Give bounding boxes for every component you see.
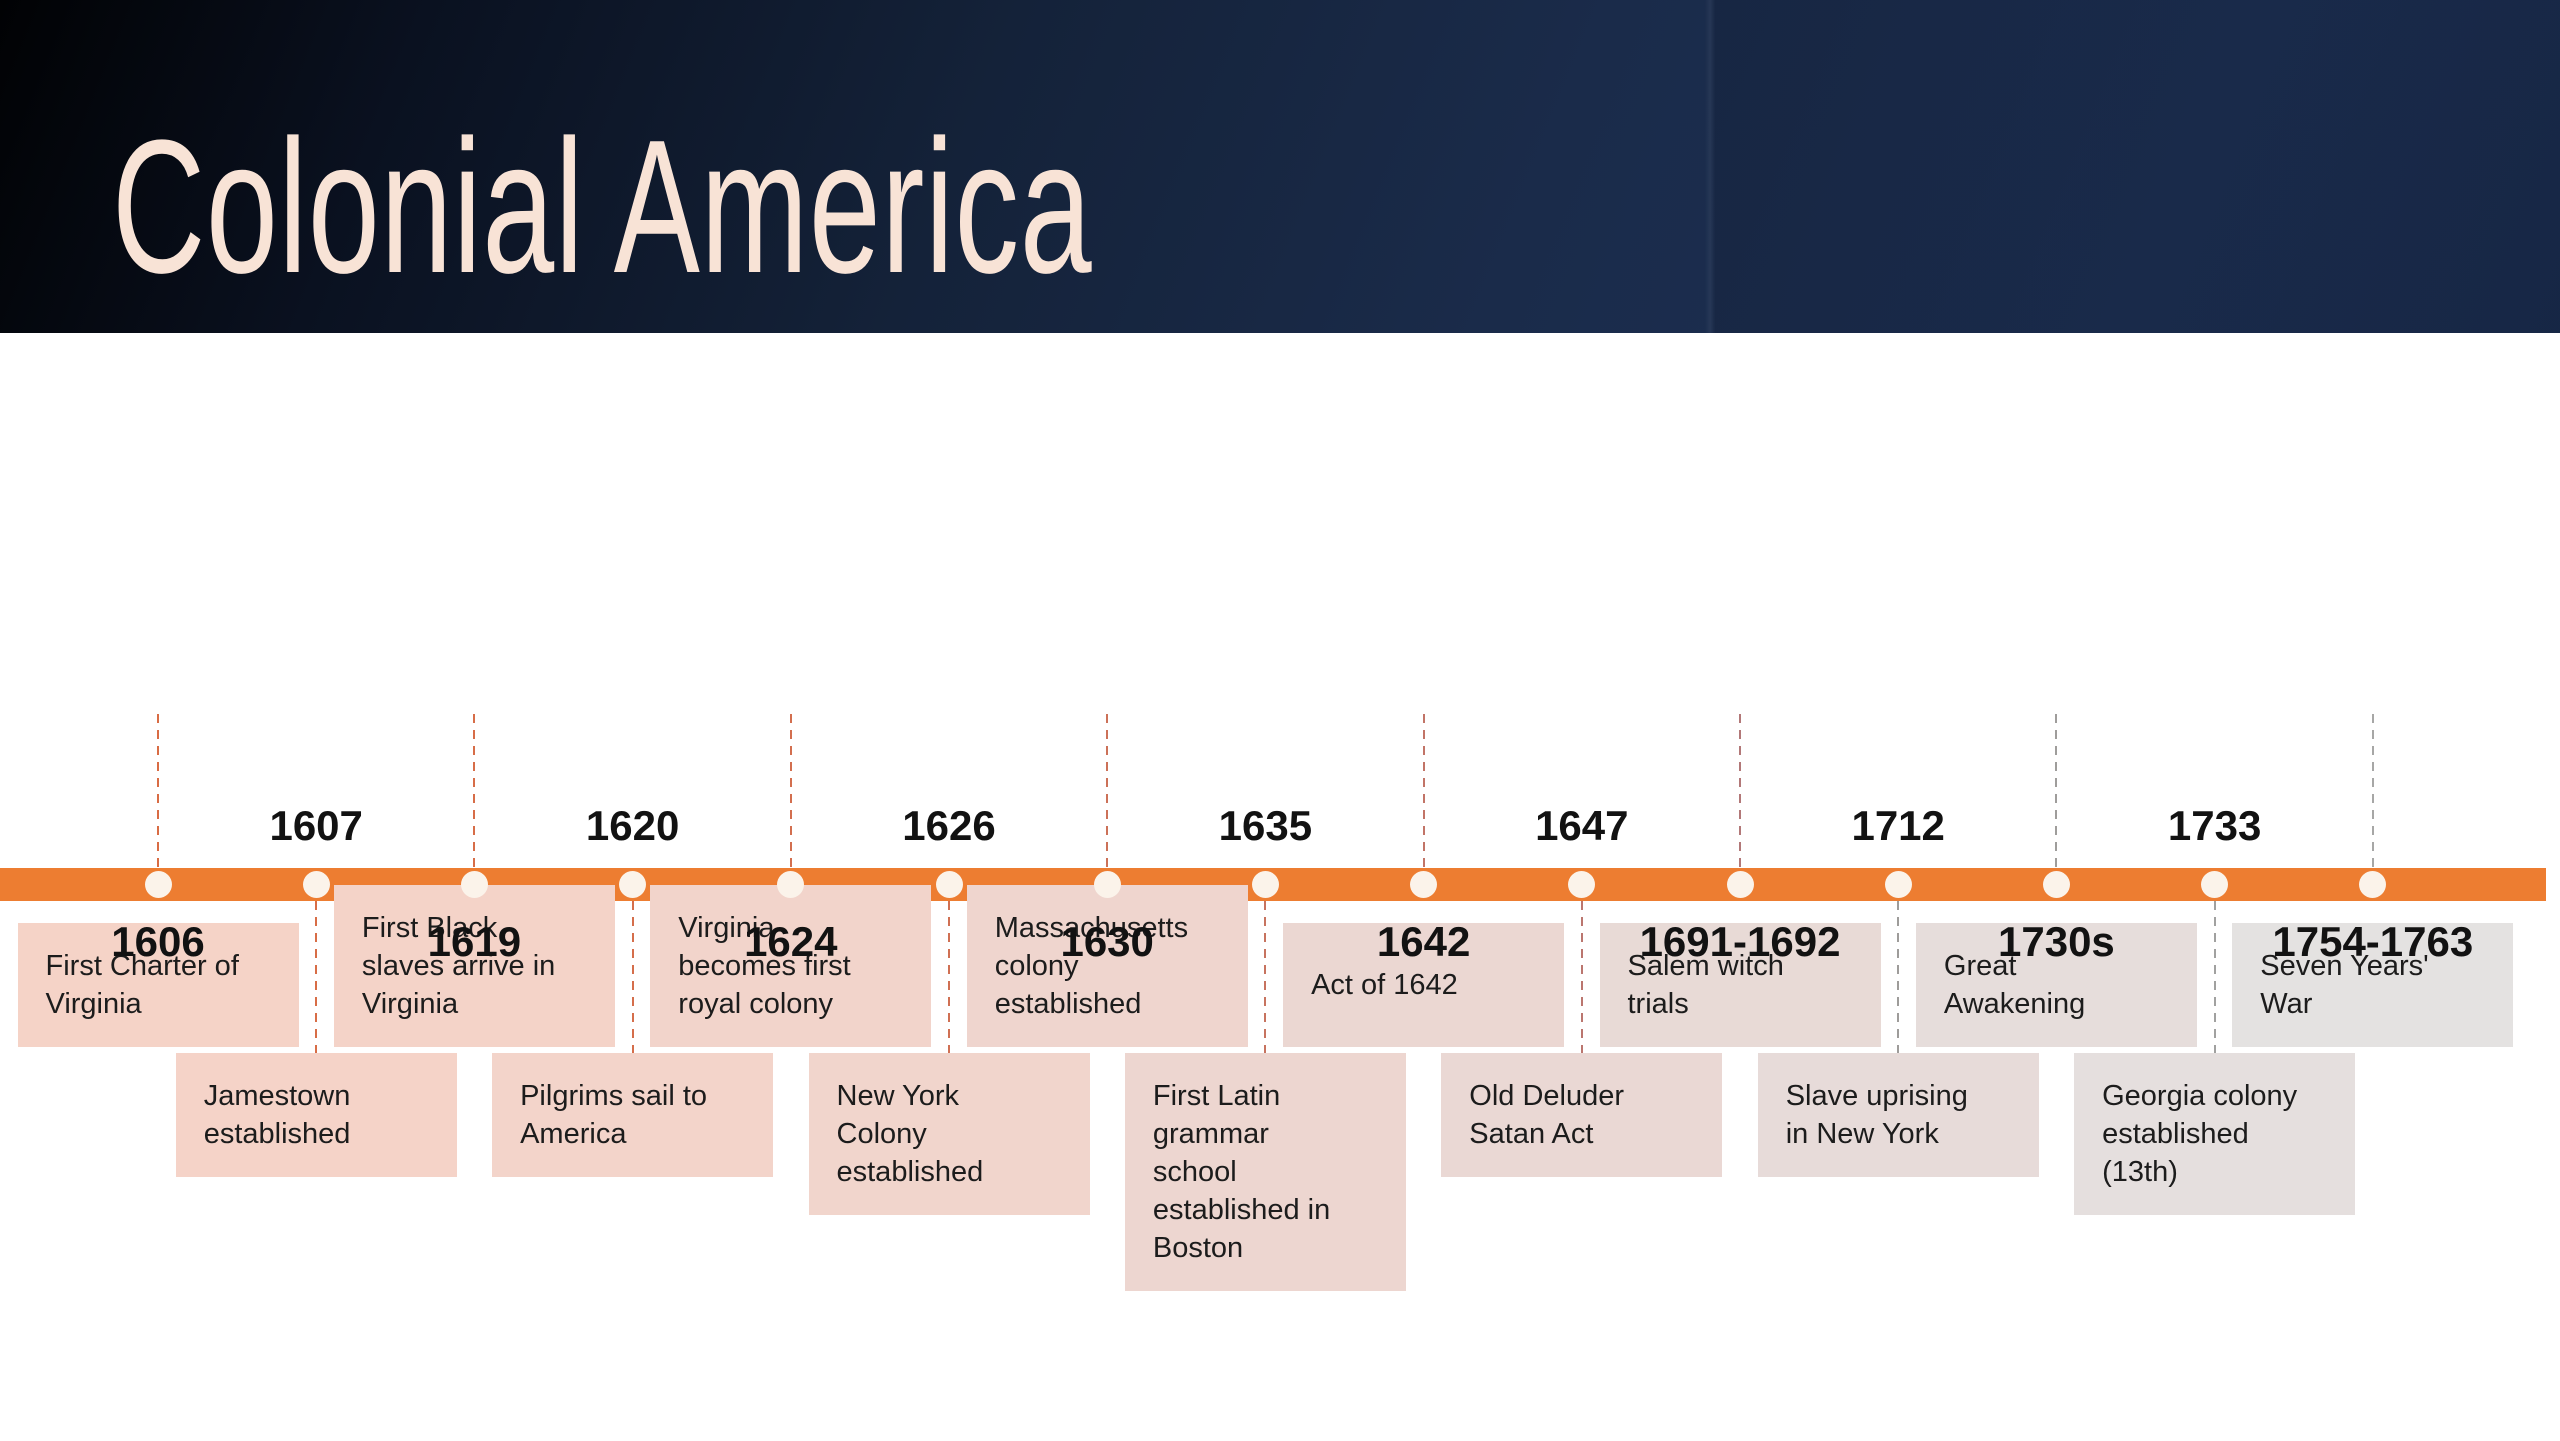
timeline-dot <box>1884 871 1912 898</box>
timeline-dot <box>1726 871 1754 898</box>
event-box: Salem witch trials <box>1599 923 1881 1047</box>
event-label: First Charter of Virginia <box>45 950 239 1020</box>
event-label: Seven Years' War <box>2260 950 2429 1020</box>
event-connector <box>1897 901 1900 1053</box>
event-label: Great Awakening <box>1943 950 2086 1020</box>
timeline-canvas: First Charter of Virginia 1606 Jamestown… <box>0 333 2560 1441</box>
event-label: Georgia colony established (13th) <box>2102 1080 2298 1188</box>
event-year: 1606 <box>111 918 205 965</box>
event-connector <box>948 901 950 1053</box>
event-year: 1754-1763 <box>2272 918 2474 965</box>
timeline-dot <box>777 871 805 898</box>
event-year: 1691-1692 <box>1639 918 1841 965</box>
event-label: Slave uprising in New York <box>1785 1080 1968 1150</box>
slide-title: Colonial America <box>112 101 1093 313</box>
event-label: Salem witch trials <box>1627 950 1784 1020</box>
event-box: Old Deluder Satan Act <box>1441 1053 1723 1177</box>
event-year: 1619 <box>427 918 522 965</box>
event-year: 1712 <box>1851 802 1945 849</box>
timeline-dot <box>1251 871 1279 898</box>
event-connector <box>631 901 634 1053</box>
timeline-dot <box>460 871 488 898</box>
event-connector <box>1739 714 1741 868</box>
event-label: Pilgrims sail to America <box>520 1080 708 1150</box>
event-year: 1626 <box>902 802 996 849</box>
event-year: 1730s <box>1997 918 2115 965</box>
event-box: Pilgrims sail to America <box>492 1053 774 1177</box>
header: Colonial America <box>0 0 2560 333</box>
timeline-dot <box>2201 871 2229 898</box>
event-year: 1642 <box>1376 918 1471 965</box>
event-connector <box>789 714 792 868</box>
event-box: First Black slaves arrive in Virginia <box>333 885 615 1047</box>
event-label: Massachusetts colony established <box>994 912 1189 1020</box>
event-year: 1635 <box>1218 802 1313 849</box>
event-box: Act of 1642 <box>1283 923 1565 1047</box>
event-box: New York Colony established <box>808 1053 1090 1215</box>
event-box: First Latin grammar school established i… <box>1124 1053 1406 1291</box>
event-connector <box>1264 901 1267 1053</box>
event-connector <box>2371 714 2374 868</box>
timeline-dot <box>619 871 647 898</box>
event-connector <box>2055 714 2058 868</box>
timeline-dot <box>2042 871 2070 898</box>
event-connector <box>473 714 476 868</box>
event-year: 1620 <box>585 802 680 849</box>
event-box: Jamestown established <box>175 1053 457 1177</box>
event-label: First Latin grammar school established i… <box>1152 1080 1331 1264</box>
event-year: 1647 <box>1535 802 1629 849</box>
event-connector <box>1580 901 1583 1053</box>
event-box: Virginia becomes first royal colony <box>650 885 932 1047</box>
event-connector <box>1106 714 1109 868</box>
event-box: Slave uprising in New York <box>1757 1053 2039 1177</box>
event-connector <box>2213 901 2216 1053</box>
event-connector <box>315 901 318 1053</box>
event-year: 1607 <box>269 802 363 849</box>
event-year: 1630 <box>1060 918 1154 965</box>
event-label: Jamestown established <box>203 1080 351 1150</box>
event-label: Old Deluder Satan Act <box>1469 1080 1625 1150</box>
event-year: 1624 <box>744 918 838 965</box>
event-box: Georgia colony established (13th) <box>2074 1053 2356 1215</box>
timeline-dot <box>1568 871 1596 898</box>
event-label: Act of 1642 <box>1311 969 1458 1001</box>
timeline-dot <box>1093 871 1121 898</box>
event-label: New York Colony established <box>836 1080 984 1188</box>
event-box: Seven Years' War <box>2232 923 2514 1047</box>
timeline-dot <box>1410 871 1438 898</box>
event-label: Virginia becomes first royal colony <box>678 912 851 1020</box>
event-box: First Charter of Virginia <box>17 923 299 1047</box>
timeline-dot <box>2359 871 2387 898</box>
timeline-dot <box>302 871 330 898</box>
timeline-dot <box>144 871 172 898</box>
event-connector <box>1422 714 1425 868</box>
event-year: 1733 <box>2167 802 2262 849</box>
event-box: Great Awakening <box>1915 923 2197 1047</box>
event-box: Massachusetts colony established <box>966 885 1248 1047</box>
event-label: First Black slaves arrive in Virginia <box>361 912 556 1020</box>
timeline-dot <box>935 871 963 898</box>
event-connector <box>157 714 159 868</box>
